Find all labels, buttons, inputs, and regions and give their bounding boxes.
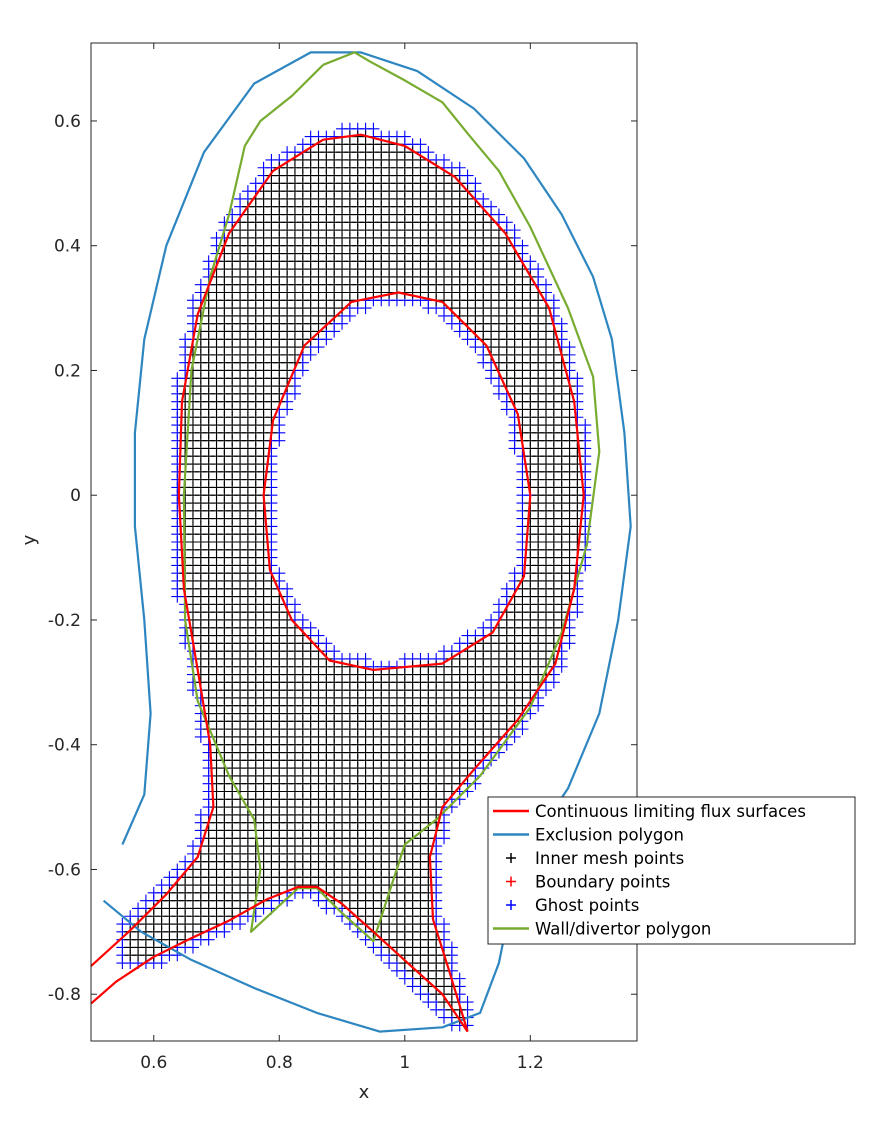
plot-frame bbox=[90, 42, 638, 1042]
ghost-point bbox=[461, 996, 474, 1009]
ghost-point bbox=[288, 598, 301, 611]
ghost-point bbox=[579, 419, 592, 432]
exclusion-polygon-line bbox=[102, 51, 632, 1033]
ghost-point bbox=[273, 567, 286, 580]
ghost-point bbox=[359, 652, 372, 665]
ghost-point bbox=[469, 177, 482, 190]
continuous-limiting-flux-surfaces-line bbox=[262, 291, 532, 671]
ghost-point bbox=[398, 130, 411, 143]
ghost-point bbox=[516, 239, 529, 252]
ghost-point bbox=[540, 278, 552, 291]
ghost-point bbox=[477, 192, 490, 205]
ghost-point bbox=[320, 637, 333, 650]
ghost-point bbox=[445, 941, 458, 954]
x-tick-label: 1.2 bbox=[517, 1053, 544, 1073]
ghost-point bbox=[414, 138, 427, 151]
x-tick-label: 0.6 bbox=[140, 1053, 167, 1073]
ghost-point bbox=[547, 294, 560, 307]
legend-marker-swatch bbox=[506, 876, 516, 887]
legend-marker-swatch bbox=[506, 900, 516, 910]
wall-divertor-polygon-line bbox=[182, 51, 601, 943]
legend-entry-label: Wall/divertor polygon bbox=[535, 920, 711, 939]
x-axis-label: x bbox=[359, 1082, 370, 1103]
ghost-point bbox=[500, 216, 513, 229]
y-tick-label: 0.4 bbox=[54, 237, 81, 257]
inner-mesh-point bbox=[320, 652, 333, 665]
legend-box bbox=[487, 796, 856, 945]
ghost-point bbox=[281, 582, 294, 595]
legend: Continuous limiting flux surfaces Exclusi… bbox=[487, 796, 856, 945]
ghost-point bbox=[571, 372, 584, 385]
legend-entry-label: Continuous limiting flux surfaces bbox=[535, 802, 806, 821]
y-tick-label: 0 bbox=[70, 486, 81, 506]
ghost-point bbox=[508, 224, 521, 237]
ghost-point bbox=[296, 613, 309, 626]
ghost-point bbox=[563, 341, 576, 354]
ghost-point bbox=[422, 146, 435, 159]
ghost-point bbox=[532, 263, 545, 276]
ghost-point bbox=[461, 169, 474, 182]
legend-marker-swatch bbox=[506, 853, 516, 863]
ghost-point bbox=[367, 122, 380, 135]
ghost-point bbox=[312, 629, 325, 642]
y-tick-label: 0.6 bbox=[54, 112, 81, 132]
continuous-limiting-flux-surfaces-line bbox=[91, 885, 469, 1033]
y-tick-label: -0.2 bbox=[48, 611, 81, 631]
legend-entry-label: Boundary points bbox=[535, 873, 670, 892]
ghost-point bbox=[438, 918, 451, 931]
inner-mesh-point bbox=[469, 200, 482, 213]
x-tick-label: 1 bbox=[399, 1053, 410, 1073]
ghost-point bbox=[555, 317, 568, 330]
ghost-point bbox=[328, 645, 341, 658]
y-tick-label: -0.8 bbox=[48, 985, 81, 1005]
y-axis-label: y bbox=[19, 534, 40, 545]
ghost-point bbox=[492, 208, 505, 221]
legend-entry-label: Inner mesh points bbox=[535, 849, 684, 868]
legend-entry-label: Ghost points bbox=[535, 896, 639, 915]
y-tick-label: -0.4 bbox=[48, 736, 81, 756]
ghost-point bbox=[453, 161, 466, 174]
x-tick-label: 0.8 bbox=[266, 1053, 293, 1073]
continuous-limiting-flux-surfaces-line bbox=[91, 133, 585, 1032]
y-tick-label: -0.6 bbox=[48, 860, 81, 880]
curves-layer bbox=[91, 51, 632, 1033]
legend-entry-label: Exclusion polygon bbox=[535, 826, 684, 845]
ghost-point bbox=[485, 200, 498, 213]
y-tick-label: 0.2 bbox=[54, 361, 81, 381]
ghost-point bbox=[453, 972, 466, 985]
ghost-point bbox=[438, 153, 451, 166]
ghost-point bbox=[524, 255, 537, 268]
ghost-point bbox=[304, 621, 317, 634]
axis-ticks: 0.6 0.8 1 1.2 0.6 0.4 0.2 0 -0.2 -0.4 -0.6 -0.8 bbox=[48, 43, 637, 1073]
